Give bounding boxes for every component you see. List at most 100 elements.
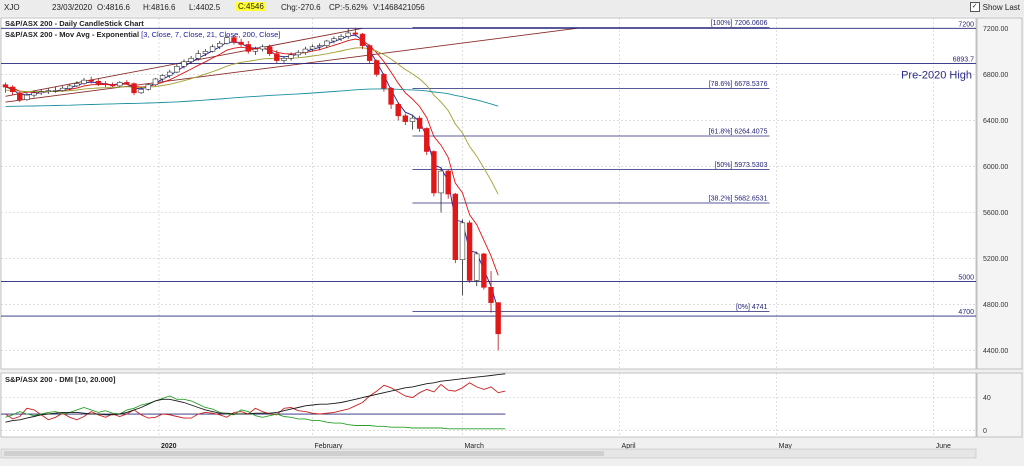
candle-body [24,94,30,101]
dmi-panel [0,372,977,438]
y-tick-label: 6800.00 [983,72,1008,79]
candle-body [388,87,394,105]
candle-body [38,91,44,94]
tick-may: May [779,443,793,450]
candle-body [181,61,187,67]
fib-label: [38.2%] 5682.6531 [709,195,768,202]
candle-body [252,48,259,52]
candle-body [224,37,230,44]
candle-body [309,46,316,50]
candle-body [316,45,323,48]
show-last-label: Show Last [982,2,1020,12]
fib-label: [0%] 4741 [736,304,768,311]
candle-body [9,86,16,92]
candle-body [131,83,137,94]
candle-body [495,302,501,335]
candle-body [95,80,102,84]
candle-body [45,90,52,92]
candle-body [366,45,373,61]
y-tick-label: 7200.00 [983,26,1008,33]
dmi-tick-label: 40 [983,395,991,402]
candle-body [324,40,330,46]
candle-body [359,33,366,46]
candle-body [488,286,494,303]
candle-body [31,92,37,96]
candle-body [67,85,73,89]
tick-march: March [464,443,484,450]
candle-body [52,90,59,92]
candle-body [145,84,151,90]
candle-body [266,46,273,54]
candle-body [209,46,216,52]
level-label: 4700 [958,309,974,316]
candle-body [81,79,87,84]
candle-body [288,54,294,59]
level-label: 5000 [958,275,974,282]
y-tick-label: 6400.00 [983,118,1008,125]
candle-body [259,46,266,50]
tick-june: June [936,443,951,450]
dmi-tick-label: 0 [983,428,987,435]
candle-body [381,74,387,89]
candle-body [295,52,301,56]
annotation-text: Pre-2020 High [901,69,972,81]
candle-body [202,51,209,54]
scrollbar-thumb[interactable] [4,451,604,456]
candle-body [138,89,144,94]
dmi-series-0-line [5,382,506,421]
ma-legend-params: [3, Close, 7, Close, 21, Close, 200, Clo… [141,30,280,39]
candle-body [302,48,309,53]
candle-body [17,92,23,101]
candle-body [466,222,473,281]
chart-canvas[interactable]: 4400.00 4800.00 5200.00 5600.00 6000.00 6400.… [0,16,1024,466]
tick-february: February [315,443,344,450]
show-last-toggle[interactable]: ✓ Show Last [969,2,1020,12]
chart-title: S&P/ASX 200 - Daily CandleStick Chart [5,19,144,28]
y-tick-label: 5600.00 [983,210,1008,217]
fib-label: [100%] 7206.0606 [711,20,768,27]
candle-body [474,253,480,281]
dmi-axis-panel [976,372,1023,438]
candle-body [159,75,166,80]
candle-body [424,128,430,152]
quote-bar: XJO 23/03/2020 O:4816.6 H:4816.6 L:4402.… [0,0,1024,17]
candle-body [481,253,487,288]
tick-april: April [622,443,636,450]
fib-label: [61.8%] 6264.4075 [709,129,768,136]
ema-200-line [5,88,499,107]
candle-body [431,151,437,194]
dmi-series-2-line [5,373,506,423]
candle-body [195,53,201,59]
candle-body [274,53,280,61]
low-label: L:4402.5 [189,3,221,12]
candle-body [2,84,9,88]
candle-body [117,82,123,87]
y-tick-label: 4800.00 [983,302,1008,309]
symbol-label: XJO [4,3,20,12]
candle-body [59,87,66,91]
candle-body [409,117,416,122]
volume-label: V:1468421056 [373,3,425,12]
candle-body [331,38,337,42]
candle-body [345,32,351,37]
candle-body [174,66,180,73]
candle-body [74,83,80,87]
tick-2020: 2020 [161,443,177,450]
level-label: 7200 [958,21,974,28]
y-tick-label: 5200.00 [983,256,1008,263]
ema-7-line [5,38,499,276]
candle-body [231,37,237,43]
high-label: H:4816.6 [143,3,176,12]
candle-body [459,222,466,260]
candle-body [281,57,287,61]
candle-body [452,193,459,260]
ma-legend-prefix: S&P/ASX 200 - Mov Avg - Exponential [5,30,141,39]
candle-body [102,83,109,86]
show-last-checkbox[interactable]: ✓ [969,2,980,12]
candle-body [445,170,451,195]
price-axis-panel [976,17,1023,370]
candle-body [395,104,401,117]
candle-body [245,44,251,52]
trendline [5,27,577,103]
dmi-series-1-line [5,395,506,430]
